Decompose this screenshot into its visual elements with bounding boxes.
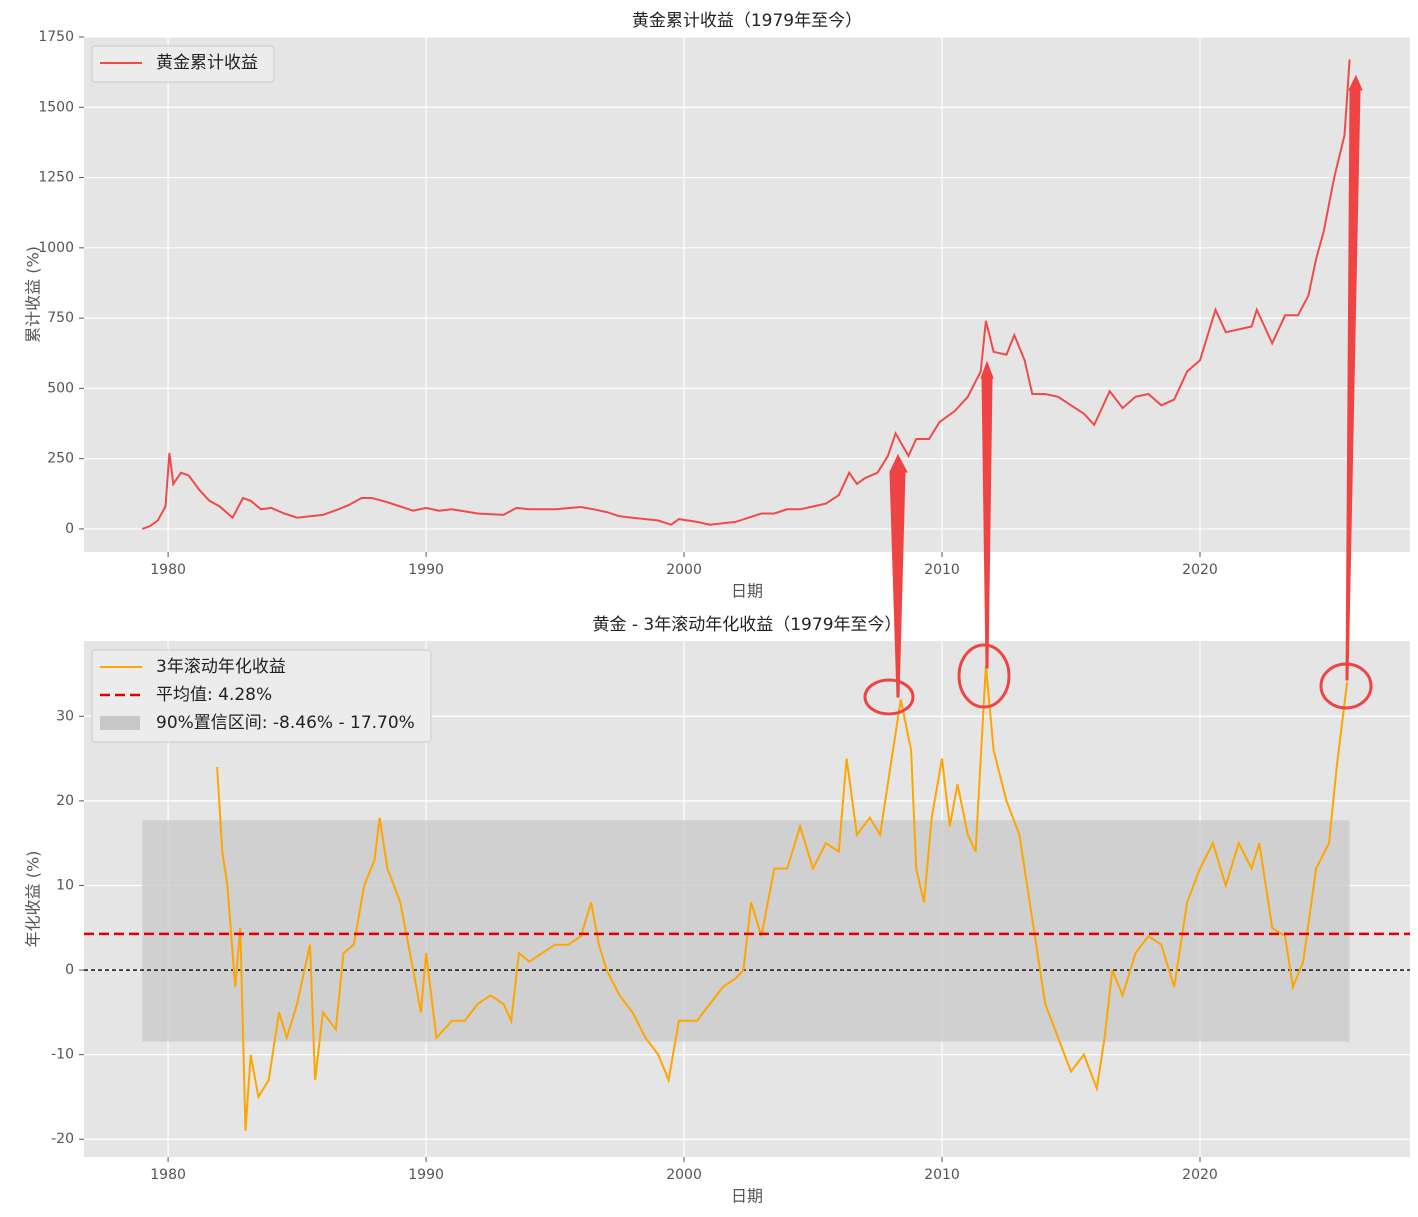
y-tick-label: -20	[51, 1131, 74, 1147]
y-tick-label: 10	[56, 877, 74, 893]
x-tick-label: 1990	[408, 562, 444, 578]
y-tick-label: 0	[65, 521, 74, 537]
legend: 黄金累计收益	[91, 45, 275, 83]
legend-label: 平均值: 4.28%	[156, 685, 272, 705]
y-tick-label: 750	[47, 310, 74, 326]
x-tick-label: 1980	[150, 562, 186, 578]
y-axis-label: 年化收益 (%)	[24, 851, 43, 948]
data-line	[216, 665, 1349, 1131]
plot-area	[84, 37, 1410, 552]
y-tick-label: 1000	[38, 240, 74, 256]
confidence-band	[142, 820, 1350, 1042]
chart-title: 黄金累计收益（1979年至今）	[632, 11, 862, 31]
x-tick-label: 1980	[150, 1167, 186, 1183]
x-tick-label: 2020	[1182, 1167, 1218, 1183]
legend-label: 黄金累计收益	[156, 53, 258, 73]
legend-swatch	[100, 716, 140, 730]
y-tick-label: 1750	[38, 29, 74, 45]
x-tick-label: 2020	[1182, 562, 1218, 578]
x-axis-label: 日期	[731, 582, 763, 601]
x-tick-label: 2000	[666, 1167, 702, 1183]
y-tick-label: 0	[65, 962, 74, 978]
x-tick-label: 2010	[924, 562, 960, 578]
legend-label: 3年滚动年化收益	[156, 657, 286, 677]
y-tick-label: -10	[51, 1047, 74, 1063]
y-tick-label: 20	[56, 793, 74, 809]
y-tick-label: 1250	[38, 170, 74, 186]
x-tick-label: 2000	[666, 562, 702, 578]
y-tick-label: 1500	[38, 99, 74, 115]
x-tick-label: 2010	[924, 1167, 960, 1183]
y-tick-label: 500	[47, 380, 74, 396]
x-tick-label: 1990	[408, 1167, 444, 1183]
y-axis-label: 累计收益 (%)	[24, 246, 43, 343]
data-line	[141, 59, 1351, 530]
legend-label: 90%置信区间: -8.46% - 17.70%	[156, 713, 415, 733]
y-tick-label: 250	[47, 451, 74, 467]
legend-box	[91, 45, 275, 83]
legend-box	[91, 649, 432, 743]
chart-title: 黄金 - 3年滚动年化收益（1979年至今）	[592, 615, 901, 635]
y-tick-label: 30	[56, 708, 74, 724]
x-axis-label: 日期	[731, 1187, 763, 1206]
